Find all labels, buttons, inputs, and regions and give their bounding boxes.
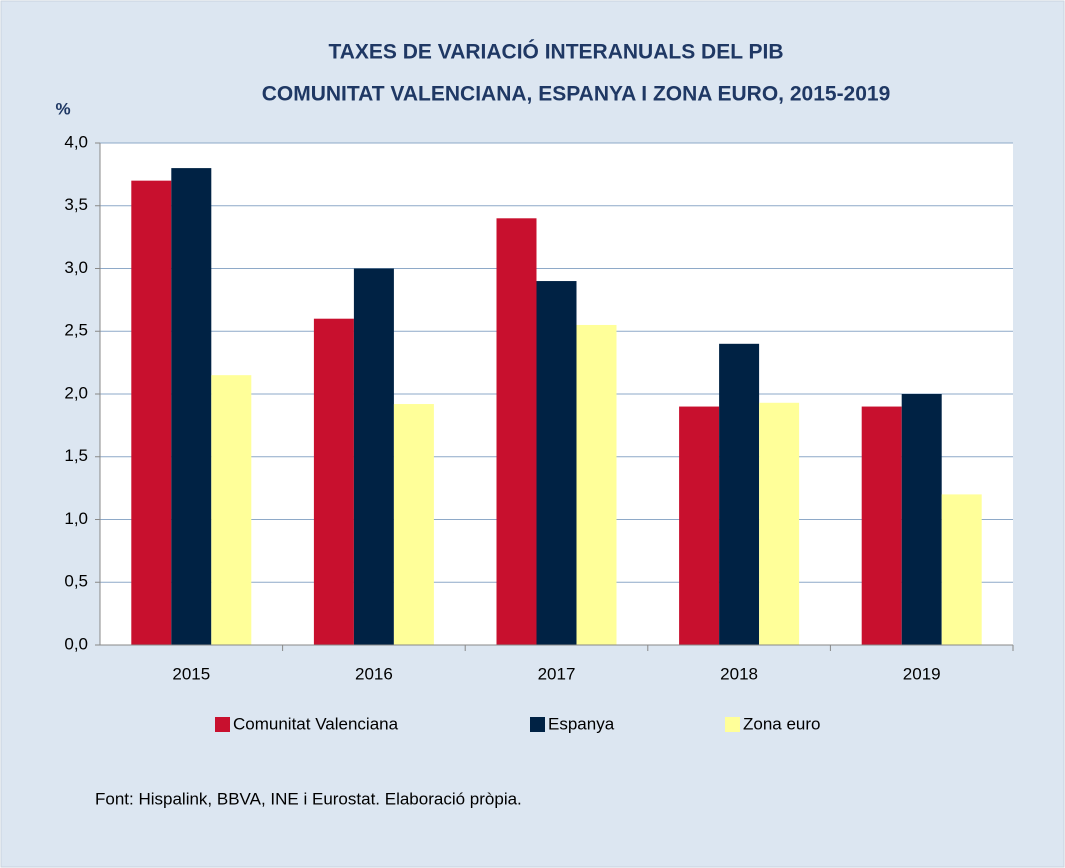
legend-swatch [530,717,545,732]
x-tick-label: 2017 [538,664,576,683]
y-tick-label: 3,0 [64,258,88,277]
y-tick-label: 1,5 [64,446,88,465]
y-tick-label: 2,0 [64,383,88,402]
bar [536,281,577,645]
y-tick-label: 2,5 [64,321,88,340]
bar [941,494,982,645]
legend-label: Zona euro [743,714,821,733]
bar [901,394,942,645]
legend-swatch [215,717,230,732]
legend-swatch [725,717,740,732]
y-tick-label: 3,5 [64,195,88,214]
legend-label: Comunitat Valenciana [233,714,399,733]
x-tick-label: 2019 [903,664,941,683]
bar [393,404,434,645]
bar [496,218,537,646]
y-tick-label: 4,0 [64,132,88,151]
bar [719,343,760,645]
bar [131,180,172,645]
y-tick-label: 1,0 [64,509,88,528]
bar [861,406,902,645]
bar [171,168,212,645]
bar [759,402,800,645]
bar [211,375,252,645]
bar [313,318,354,645]
source-note: Font: Hispalink, BBVA, INE i Eurostat. E… [95,789,522,808]
y-tick-label: 0,5 [64,572,88,591]
x-tick-label: 2015 [172,664,210,683]
bar [679,406,720,645]
y-tick-label: 0,0 [64,634,88,653]
bar [353,268,394,645]
chart-title: TAXES DE VARIACIÓ INTERANUALS DEL PIB [328,40,783,64]
x-tick-label: 2016 [355,664,393,683]
legend-label: Espanya [548,714,615,733]
bar [576,324,617,645]
chart-title: COMUNITAT VALENCIANA, ESPANYA I ZONA EUR… [262,83,891,106]
x-tick-label: 2018 [720,664,758,683]
y-axis-label: % [55,99,70,118]
